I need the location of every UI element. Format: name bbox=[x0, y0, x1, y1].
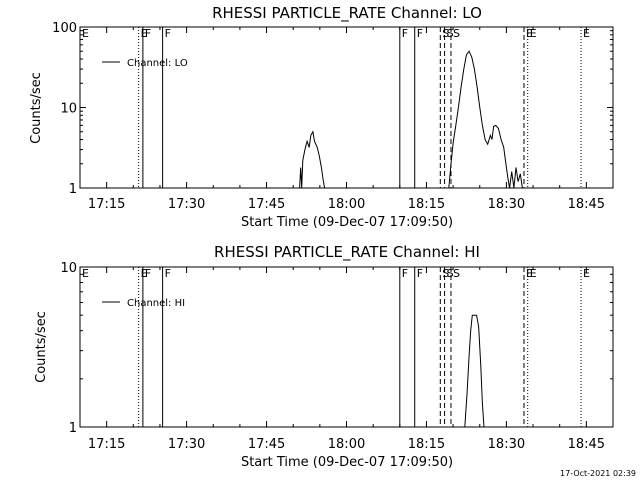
panel-hi-x-tick-label: 18:30 bbox=[488, 437, 525, 452]
panel-hi-x-tick-label: 17:15 bbox=[88, 437, 125, 452]
panel-lo-series-line bbox=[299, 130, 326, 189]
panel-hi-annotation-label: E bbox=[82, 267, 89, 280]
panel-lo-annotation-label: E bbox=[530, 27, 537, 40]
panel-hi-annotation-label: F bbox=[402, 267, 408, 280]
panel-hi-title: RHESSI PARTICLE_RATE Channel: HI bbox=[214, 243, 480, 262]
panel-lo-legend-label: Channel: LO bbox=[127, 58, 188, 69]
panel-hi-annotation-label: S bbox=[447, 267, 454, 280]
panel-lo-annotation-label: S bbox=[453, 27, 460, 40]
panel-lo-y-axis-label: Counts/sec bbox=[29, 72, 44, 144]
panel-lo-y-tick-label: 1 bbox=[69, 182, 77, 197]
panel-lo-y-tick-label: 10 bbox=[60, 102, 77, 117]
footer-timestamp: 17-Oct-2021 02:39 bbox=[560, 469, 636, 478]
panel-hi-annotation-label: E bbox=[141, 267, 148, 280]
panel-hi-x-tick-label: 17:45 bbox=[248, 437, 285, 452]
panel-hi-annotation-label: S bbox=[442, 267, 449, 280]
panel-hi-legend-label: Channel: HI bbox=[127, 298, 185, 309]
panel-hi-y-axis-label: Counts/sec bbox=[34, 311, 49, 383]
panel-hi-annotation-label: S bbox=[453, 267, 460, 280]
panel-lo-annotation-label: E bbox=[141, 27, 148, 40]
panel-hi-annotation-label: E bbox=[583, 267, 590, 280]
panel-hi-y-tick-label: 1 bbox=[69, 421, 77, 436]
panel-lo-x-tick-label: 17:45 bbox=[248, 197, 285, 212]
panel-lo-x-tick-label: 18:00 bbox=[328, 197, 365, 212]
panel-lo-annotation-label: S bbox=[442, 27, 449, 40]
panel-lo-annotation-label: E bbox=[526, 27, 533, 40]
panel-lo-x-tick-label: 17:15 bbox=[88, 197, 125, 212]
panel-hi-x-tick-label: 18:15 bbox=[408, 437, 445, 452]
panel-lo-x-tick-label: 18:45 bbox=[568, 197, 605, 212]
panel-hi: RHESSI PARTICLE_RATE Channel: HI Counts/… bbox=[34, 243, 614, 470]
panel-lo-x-tick-label: 18:15 bbox=[408, 197, 445, 212]
panel-hi-x-tick-label: 17:30 bbox=[168, 437, 205, 452]
panel-hi-y-tick-label: 10 bbox=[60, 261, 77, 276]
panel-hi-annotation-label: F bbox=[145, 267, 151, 280]
panel-lo-x-tick-label: 17:30 bbox=[168, 197, 205, 212]
panel-hi-x-axis-label: Start Time (09-Dec-07 17:09:50) bbox=[241, 455, 453, 470]
panel-hi-annotation-label: F bbox=[417, 267, 423, 280]
panel-lo-annotation-label: S bbox=[447, 27, 454, 40]
panel-lo-y-tick-label: 100 bbox=[52, 21, 77, 36]
panel-hi-annotation-label: F bbox=[165, 267, 171, 280]
panel-hi-x-tick-label: 18:00 bbox=[328, 437, 365, 452]
panel-hi-x-tick-label: 18:45 bbox=[568, 437, 605, 452]
panel-lo-annotation-label: F bbox=[402, 27, 408, 40]
panel-lo-title: RHESSI PARTICLE_RATE Channel: LO bbox=[212, 4, 482, 23]
panel-lo-series-line bbox=[448, 50, 523, 189]
panel-hi-annotation-label: E bbox=[526, 267, 533, 280]
panel-lo-annotation-label: F bbox=[145, 27, 151, 40]
panel-lo-annotation-label: F bbox=[417, 27, 423, 40]
panel-lo-annotation-label: E bbox=[82, 27, 89, 40]
panel-lo-annotation-label: F bbox=[165, 27, 171, 40]
panel-hi-annotation-label: E bbox=[530, 267, 537, 280]
panel-hi-series-line bbox=[464, 314, 485, 428]
panel-lo-annotation-label: E bbox=[583, 27, 590, 40]
panel-lo-x-tick-label: 18:30 bbox=[488, 197, 525, 212]
panel-lo-x-axis-label: Start Time (09-Dec-07 17:09:50) bbox=[241, 215, 453, 230]
panel-lo: RHESSI PARTICLE_RATE Channel: LO Counts/… bbox=[29, 4, 614, 230]
